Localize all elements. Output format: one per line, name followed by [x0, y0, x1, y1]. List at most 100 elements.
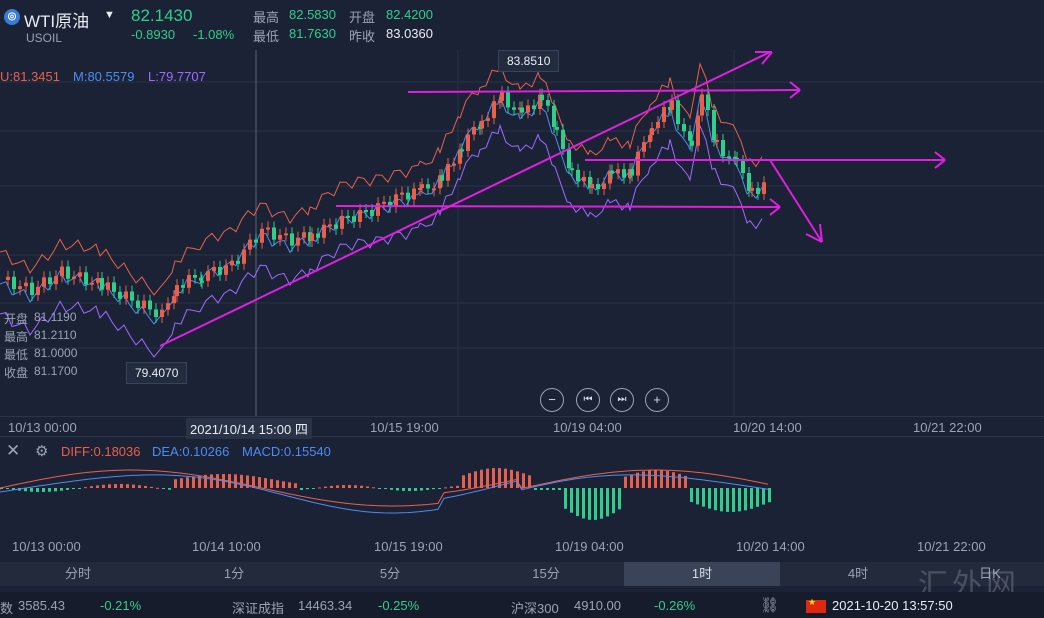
axis-label: 10/15 19:00 — [374, 539, 443, 554]
candle-body — [12, 276, 16, 290]
axis-label: 10/20 14:00 — [736, 539, 805, 554]
macd-bar — [270, 479, 273, 488]
macd-bar — [306, 488, 309, 490]
symbol-name[interactable]: WTI原油 — [24, 12, 90, 31]
arrow-head — [789, 89, 801, 99]
macd-bar — [432, 488, 435, 490]
macd-bar — [234, 474, 237, 488]
candle-body — [310, 233, 314, 242]
candle-body — [570, 168, 574, 171]
link-icon[interactable]: ⛓ — [760, 597, 780, 614]
candle-body — [712, 110, 716, 141]
candle-body — [193, 275, 197, 278]
macd-bar — [84, 487, 87, 489]
macd-bar — [240, 474, 243, 488]
scroll-left-button[interactable]: ⏮ — [576, 388, 600, 412]
macd-dea-value: DEA:0.10266 — [152, 444, 230, 459]
upper-band-line — [0, 61, 763, 296]
macd-bar — [156, 487, 159, 489]
candle-body — [426, 184, 430, 189]
macd-bar — [624, 476, 627, 488]
candle-body — [346, 215, 350, 218]
macd-bar — [504, 468, 507, 488]
gear-icon[interactable]: ⚙ — [35, 443, 49, 460]
candle-body — [656, 122, 660, 129]
tab-timeshare[interactable]: 分时 — [64, 566, 91, 581]
candle-body — [200, 280, 204, 283]
ticker-item2-name[interactable]: 深证成指 — [232, 601, 285, 616]
macd-bar — [570, 488, 573, 513]
candle-body — [588, 176, 592, 188]
macd-bar — [42, 488, 45, 492]
candle-body — [466, 134, 470, 151]
macd-bar — [324, 486, 327, 488]
candle-body — [36, 286, 40, 296]
zoom-out-button[interactable]: − — [540, 388, 564, 412]
candle-body — [576, 169, 580, 182]
candle-body — [242, 249, 246, 264]
macd-bar — [276, 480, 279, 488]
macd-bar — [318, 487, 321, 489]
candle-body — [452, 163, 456, 166]
macd-bar — [444, 487, 447, 489]
candle-body — [181, 285, 185, 288]
close-icon[interactable]: ✕ — [6, 441, 21, 460]
middle-band-value: M:80.5579 — [73, 69, 135, 84]
tab-4hour[interactable]: 4时 — [847, 566, 869, 581]
trendlines[interactable] — [159, 51, 946, 347]
macd-bar — [510, 469, 513, 488]
ticker-item3-change: -0.26% — [654, 598, 696, 613]
candle-body — [636, 151, 640, 176]
tab-daily[interactable]: 日K — [979, 566, 1001, 581]
lower-band-line — [0, 123, 763, 358]
candle-body — [622, 169, 626, 178]
macd-chart[interactable] — [0, 462, 1044, 536]
candle-body — [400, 192, 404, 195]
macd-bar — [546, 488, 549, 490]
tab-15min[interactable]: 15分 — [532, 566, 560, 581]
caret-down-icon[interactable]: ▼ — [104, 9, 115, 21]
candle-body — [721, 139, 725, 157]
macd-bar — [438, 488, 441, 489]
candle-body — [296, 237, 300, 246]
candle-body — [272, 227, 276, 240]
macd-bar — [216, 474, 219, 488]
candle-body — [112, 282, 116, 292]
macd-bar — [258, 477, 261, 488]
last-price: 82.1430 — [131, 6, 193, 25]
macd-bar — [312, 488, 315, 489]
axis-label: 10/14 10:00 — [192, 539, 261, 554]
macd-bar — [186, 477, 189, 488]
macd-bar — [576, 488, 579, 517]
scroll-right-button[interactable]: ⏭ — [610, 388, 634, 412]
ticker-item1-name[interactable]: 数 — [0, 601, 14, 616]
candle-body — [432, 188, 436, 191]
candle-body — [224, 265, 228, 275]
candle-close-value: 81.1700 — [34, 364, 78, 378]
macd-bar — [372, 487, 375, 489]
tab-1hour[interactable]: 1时 — [624, 562, 780, 586]
macd-bar — [180, 478, 183, 488]
ticker-item3-name[interactable]: 沪深300 — [511, 601, 559, 616]
ticker-item2-value: 14463.34 — [298, 598, 353, 613]
price-chart[interactable] — [0, 50, 1044, 416]
candle-low-label: 最低 — [4, 348, 29, 362]
candle-body — [492, 101, 496, 119]
macd-bar — [588, 488, 591, 520]
candle-body — [388, 201, 392, 207]
macd-bar — [162, 488, 165, 489]
tab-1min[interactable]: 1分 — [223, 566, 245, 581]
macd-bar — [384, 488, 387, 490]
zoom-in-button[interactable]: + — [645, 388, 669, 412]
macd-bar — [654, 470, 657, 488]
macd-bar — [60, 488, 63, 491]
symbol-icon: ◎ — [4, 9, 20, 25]
macd-bar — [126, 484, 129, 488]
axis-label: 10/13 00:00 — [12, 539, 81, 554]
macd-bar — [462, 475, 465, 488]
candle-body — [498, 100, 502, 103]
tab-5min[interactable]: 5分 — [379, 566, 401, 581]
macd-bar — [30, 488, 33, 492]
candle-body — [460, 149, 464, 152]
macd-header: ✕ ⚙ DIFF:0.18036 DEA:0.10266 MACD:0.1554… — [0, 436, 1044, 463]
